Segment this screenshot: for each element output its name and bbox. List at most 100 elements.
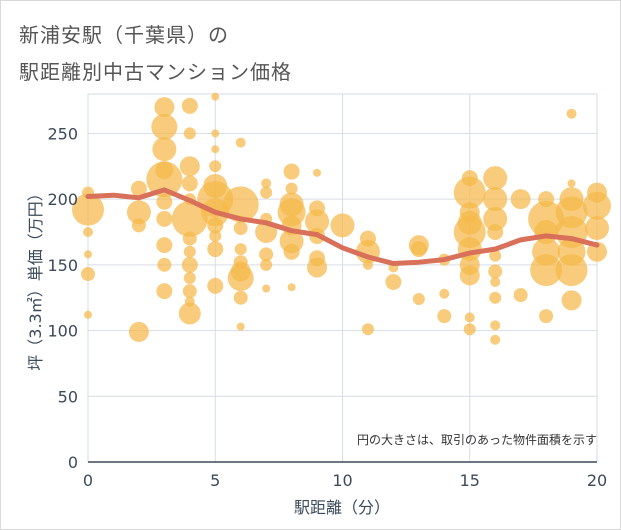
bubble-point (513, 288, 528, 303)
bubble-point (585, 216, 609, 241)
bubble-point (179, 156, 200, 177)
y-axis-ticks: 0 50 100 150 200 250 (47, 124, 78, 472)
bubble-point (72, 193, 104, 226)
bubble-point (489, 249, 502, 262)
y-axis-title: 坪（3.3㎡）単価（万円） (26, 185, 45, 370)
bubble-point (483, 187, 508, 212)
bubble-point (489, 291, 502, 304)
bubble-point (385, 273, 402, 290)
bubble-point (587, 241, 607, 262)
y-tick-label: 250 (47, 124, 78, 143)
y-tick-label: 100 (47, 322, 78, 341)
bubble-point (483, 206, 508, 231)
bubble-point (285, 182, 298, 195)
bubble-point (262, 284, 271, 293)
bubble-point (211, 129, 220, 138)
x-tick-label: 5 (210, 471, 220, 490)
bubble-point (156, 237, 173, 254)
bubble-point (566, 108, 577, 119)
bubble-point (209, 229, 222, 242)
bubble-point (362, 259, 373, 270)
x-tick-label: 0 (83, 471, 93, 490)
bubble-point (530, 254, 563, 287)
x-tick-label: 15 (460, 471, 480, 490)
bubble-point (154, 97, 175, 118)
bubble-point (453, 216, 486, 248)
bubble-point (83, 227, 93, 237)
bubble-point (156, 193, 173, 210)
bubble-point (84, 310, 92, 319)
bubble-point (181, 175, 198, 192)
bubble-point (157, 257, 172, 272)
bubble-point (412, 293, 425, 306)
x-axis-ticks: 0 5 10 15 20 (83, 471, 607, 490)
chart-note: 円の大きさは、取引のあった物件面積を示す (357, 432, 597, 447)
bubble-point (130, 180, 147, 197)
chart-title-line-2: 駅距離別中古マンション価格 (19, 60, 292, 84)
x-axis-title: 駅距離（分） (294, 498, 390, 517)
bubble-point (463, 323, 476, 336)
bubble-point (260, 186, 273, 199)
bubble-point (146, 161, 183, 198)
bubble-point (539, 309, 554, 324)
bubble-point (361, 323, 374, 336)
bubble-point (227, 265, 254, 291)
bubble-point (459, 265, 480, 286)
x-tick-label: 20 (587, 471, 607, 490)
bubble-point (171, 200, 208, 237)
bubble-point (330, 213, 355, 238)
bubble-point (181, 256, 198, 273)
bubble-point (183, 272, 196, 284)
bubble-point (437, 309, 452, 324)
bubble-point (181, 97, 198, 114)
bubble-point (207, 217, 224, 234)
bubble-point (207, 241, 224, 258)
bubble-point (126, 200, 151, 225)
bubble-point (488, 264, 503, 279)
bubble-point (236, 322, 245, 331)
bubble-point (183, 127, 196, 140)
y-tick-label: 150 (47, 256, 78, 275)
bubble-point (183, 245, 196, 258)
bubble-point (131, 218, 146, 233)
bubble-point (207, 277, 224, 294)
bubble-point (313, 168, 322, 177)
bubble-point (410, 241, 427, 258)
bubble-point (439, 288, 450, 299)
y-tick-label: 0 (68, 453, 78, 472)
bubble-point (151, 113, 178, 140)
bubble-point (555, 254, 588, 287)
y-tick-label: 50 (58, 387, 78, 406)
bubble-point (84, 250, 92, 259)
bubble-point (283, 163, 300, 180)
bubble-point (490, 334, 501, 345)
bubble-point (152, 137, 177, 162)
bubble-point (260, 258, 273, 271)
bubble-point (510, 189, 531, 210)
bubble-point (453, 176, 486, 209)
bubble-point (235, 137, 246, 148)
bubble-point (287, 283, 296, 292)
bubble-point (222, 186, 259, 223)
bubble-point (182, 284, 197, 299)
bubble-point (156, 283, 173, 300)
trend-line (85, 187, 600, 266)
bubble-point (211, 145, 220, 154)
x-tick-label: 10 (332, 471, 352, 490)
bubble-point (483, 166, 508, 191)
grid-lines (88, 94, 597, 463)
bubble-point (156, 210, 173, 227)
bubble-point (567, 179, 576, 188)
bubble-point (128, 321, 149, 342)
bubble-point (305, 209, 330, 234)
bubble-point (211, 92, 220, 101)
bubble-point (464, 312, 475, 323)
bubble-point (307, 257, 328, 278)
bubble-point (182, 231, 197, 246)
bubble-point (490, 276, 501, 287)
bubble-point (259, 247, 274, 262)
bubble-point (209, 160, 222, 173)
bubble-point (81, 267, 95, 282)
